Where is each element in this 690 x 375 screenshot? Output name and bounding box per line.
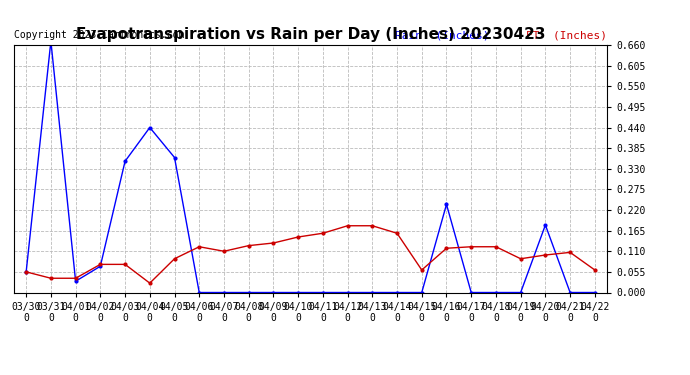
ET  (Inches) bbox=[170, 256, 179, 261]
ET  (Inches) bbox=[294, 235, 302, 239]
ET  (Inches) bbox=[121, 262, 129, 267]
ET  (Inches) bbox=[96, 262, 104, 267]
Rain  (Inches) bbox=[591, 290, 599, 295]
ET  (Inches) bbox=[417, 268, 426, 272]
Title: Evapotranspiration vs Rain per Day (Inches) 20230423: Evapotranspiration vs Rain per Day (Inch… bbox=[76, 27, 545, 42]
Rain  (Inches) bbox=[220, 290, 228, 295]
ET  (Inches) bbox=[492, 244, 500, 249]
Rain  (Inches) bbox=[393, 290, 401, 295]
Rain  (Inches) bbox=[566, 290, 574, 295]
ET  (Inches) bbox=[368, 224, 377, 228]
ET  (Inches) bbox=[220, 249, 228, 254]
ET  (Inches) bbox=[146, 281, 154, 285]
Rain  (Inches) bbox=[244, 290, 253, 295]
Line: ET  (Inches): ET (Inches) bbox=[23, 223, 598, 286]
Rain  (Inches) bbox=[541, 223, 549, 227]
ET  (Inches) bbox=[541, 253, 549, 257]
ET  (Inches) bbox=[269, 241, 277, 245]
Rain  (Inches) bbox=[467, 290, 475, 295]
ET  (Inches) bbox=[244, 243, 253, 248]
Text: Rain  (Inches): Rain (Inches) bbox=[395, 30, 489, 40]
Rain  (Inches) bbox=[294, 290, 302, 295]
ET  (Inches) bbox=[195, 244, 204, 249]
Rain  (Inches) bbox=[170, 155, 179, 160]
Rain  (Inches) bbox=[47, 39, 55, 44]
ET  (Inches) bbox=[566, 250, 574, 255]
Rain  (Inches) bbox=[146, 125, 154, 130]
ET  (Inches) bbox=[344, 224, 352, 228]
ET  (Inches) bbox=[72, 276, 80, 280]
Rain  (Inches) bbox=[442, 202, 451, 207]
Rain  (Inches) bbox=[22, 270, 30, 274]
Line: Rain  (Inches): Rain (Inches) bbox=[23, 39, 598, 295]
Rain  (Inches) bbox=[121, 159, 129, 164]
Rain  (Inches) bbox=[344, 290, 352, 295]
Rain  (Inches) bbox=[417, 290, 426, 295]
ET  (Inches) bbox=[47, 276, 55, 280]
ET  (Inches) bbox=[517, 256, 525, 261]
Rain  (Inches) bbox=[269, 290, 277, 295]
ET  (Inches) bbox=[467, 244, 475, 249]
ET  (Inches) bbox=[393, 231, 401, 236]
Rain  (Inches) bbox=[368, 290, 377, 295]
Rain  (Inches) bbox=[195, 290, 204, 295]
ET  (Inches) bbox=[442, 246, 451, 250]
ET  (Inches) bbox=[591, 268, 599, 272]
Rain  (Inches) bbox=[72, 279, 80, 284]
Rain  (Inches) bbox=[96, 264, 104, 268]
Rain  (Inches) bbox=[492, 290, 500, 295]
Rain  (Inches) bbox=[517, 290, 525, 295]
Rain  (Inches) bbox=[319, 290, 327, 295]
Text: ET  (Inches): ET (Inches) bbox=[526, 30, 607, 40]
Text: Copyright 2023 Cartronics.com: Copyright 2023 Cartronics.com bbox=[14, 30, 184, 40]
ET  (Inches) bbox=[22, 270, 30, 274]
ET  (Inches) bbox=[319, 231, 327, 236]
